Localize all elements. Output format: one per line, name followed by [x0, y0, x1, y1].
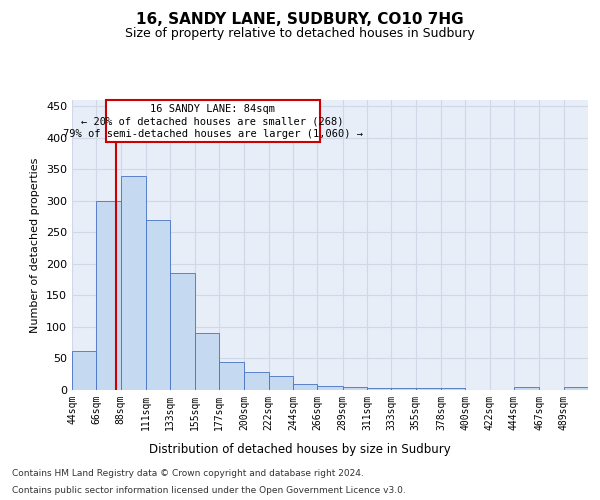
Bar [441, 388, 466, 390]
FancyBboxPatch shape [106, 100, 320, 142]
Bar [563, 388, 588, 390]
Text: ← 20% of detached houses are smaller (268): ← 20% of detached houses are smaller (26… [82, 116, 344, 126]
Bar [194, 334, 219, 390]
Text: Size of property relative to detached houses in Sudbury: Size of property relative to detached ho… [125, 28, 475, 40]
Bar [219, 362, 244, 390]
Text: 16, SANDY LANE, SUDBURY, CO10 7HG: 16, SANDY LANE, SUDBURY, CO10 7HG [136, 12, 464, 28]
Bar [146, 220, 170, 390]
Y-axis label: Number of detached properties: Number of detached properties [31, 158, 40, 332]
Text: 16 SANDY LANE: 84sqm: 16 SANDY LANE: 84sqm [150, 104, 275, 115]
Bar [121, 176, 146, 390]
Bar [269, 376, 293, 390]
Bar [416, 388, 441, 390]
Text: Contains public sector information licensed under the Open Government Licence v3: Contains public sector information licen… [12, 486, 406, 495]
Bar [244, 372, 269, 390]
Bar [72, 351, 97, 390]
Bar [170, 274, 194, 390]
Bar [391, 388, 416, 390]
Bar [514, 388, 539, 390]
Bar [317, 386, 343, 390]
Bar [97, 201, 121, 390]
Text: 79% of semi-detached houses are larger (1,060) →: 79% of semi-detached houses are larger (… [62, 130, 362, 140]
Text: Contains HM Land Registry data © Crown copyright and database right 2024.: Contains HM Land Registry data © Crown c… [12, 468, 364, 477]
Bar [367, 388, 391, 390]
Bar [293, 384, 317, 390]
Bar [343, 388, 367, 390]
Text: Distribution of detached houses by size in Sudbury: Distribution of detached houses by size … [149, 442, 451, 456]
